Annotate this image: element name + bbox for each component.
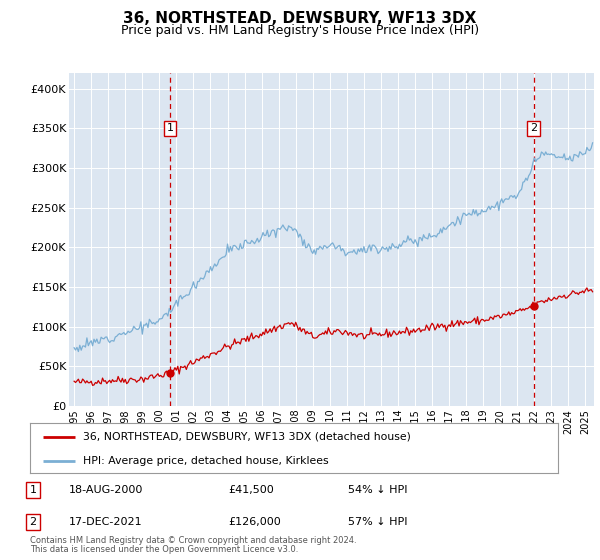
Text: 2: 2 bbox=[530, 123, 537, 133]
Text: 36, NORTHSTEAD, DEWSBURY, WF13 3DX: 36, NORTHSTEAD, DEWSBURY, WF13 3DX bbox=[124, 11, 476, 26]
Text: 1: 1 bbox=[29, 485, 37, 495]
Text: £126,000: £126,000 bbox=[228, 517, 281, 527]
Text: 36, NORTHSTEAD, DEWSBURY, WF13 3DX (detached house): 36, NORTHSTEAD, DEWSBURY, WF13 3DX (deta… bbox=[83, 432, 410, 442]
Text: This data is licensed under the Open Government Licence v3.0.: This data is licensed under the Open Gov… bbox=[30, 545, 298, 554]
Text: 57% ↓ HPI: 57% ↓ HPI bbox=[348, 517, 407, 527]
Text: 18-AUG-2000: 18-AUG-2000 bbox=[69, 485, 143, 495]
Text: Contains HM Land Registry data © Crown copyright and database right 2024.: Contains HM Land Registry data © Crown c… bbox=[30, 536, 356, 545]
Text: 2: 2 bbox=[29, 517, 37, 527]
Text: 54% ↓ HPI: 54% ↓ HPI bbox=[348, 485, 407, 495]
Text: £41,500: £41,500 bbox=[228, 485, 274, 495]
Text: 1: 1 bbox=[166, 123, 173, 133]
Text: 17-DEC-2021: 17-DEC-2021 bbox=[69, 517, 143, 527]
Text: HPI: Average price, detached house, Kirklees: HPI: Average price, detached house, Kirk… bbox=[83, 456, 328, 466]
Text: Price paid vs. HM Land Registry's House Price Index (HPI): Price paid vs. HM Land Registry's House … bbox=[121, 24, 479, 36]
